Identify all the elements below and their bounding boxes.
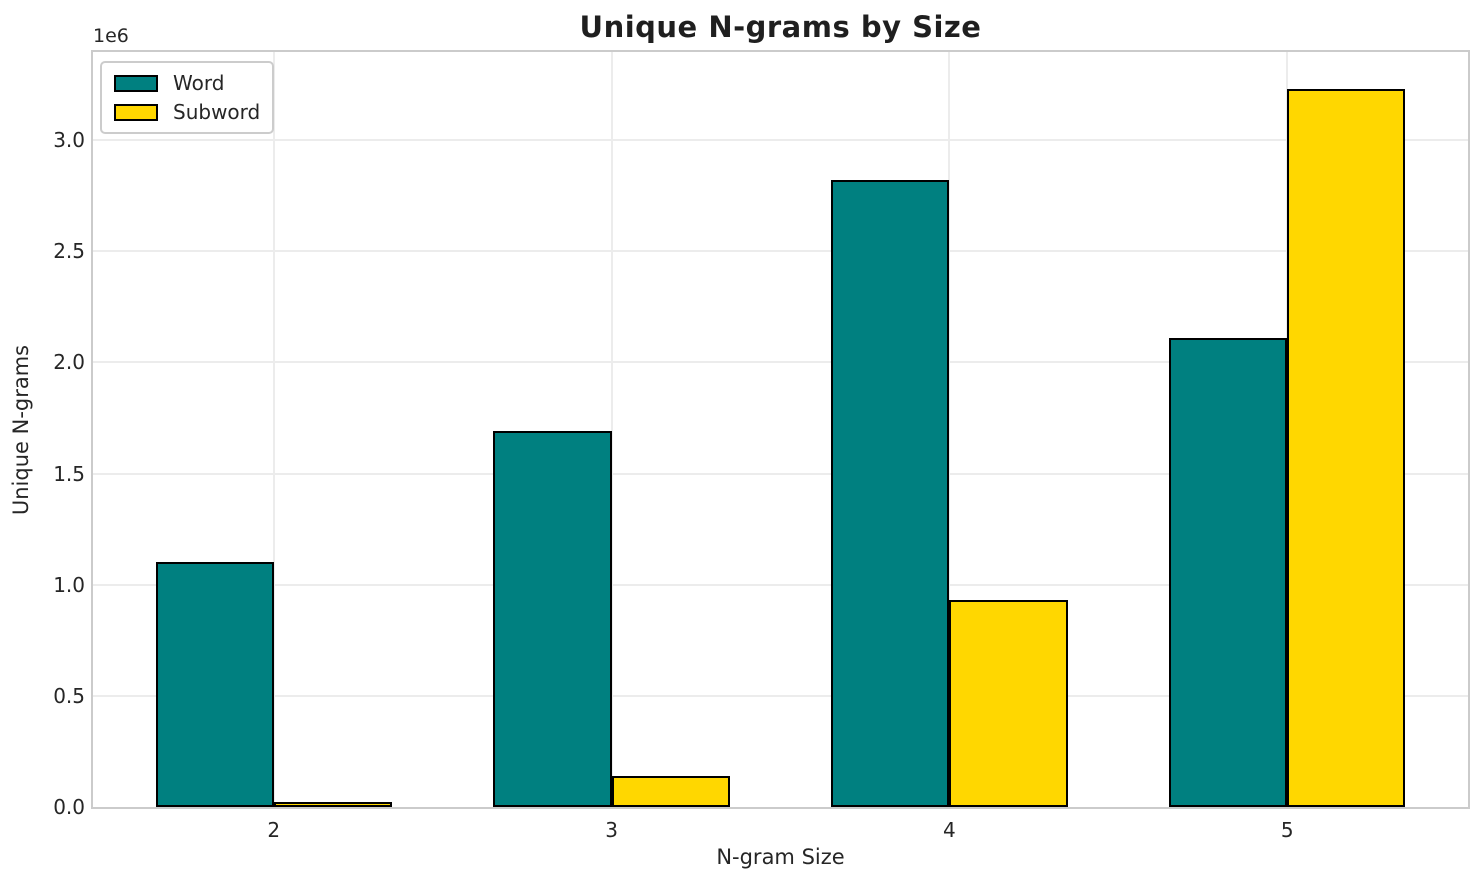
- legend-item-label: Word: [173, 71, 225, 95]
- gridline-vertical: [948, 52, 951, 807]
- legend-item-label: Subword: [173, 100, 261, 124]
- bar-subword-2: [273, 802, 392, 807]
- gridline-horizontal: [93, 583, 1468, 586]
- y-tick-label: 0.5: [53, 683, 85, 708]
- legend-swatch-word: [114, 74, 158, 92]
- gridline-horizontal: [93, 139, 1468, 142]
- y-tick-label: 2.5: [53, 239, 85, 264]
- bar-word-3: [493, 431, 612, 807]
- bar-subword-3: [611, 775, 730, 807]
- bar-word-5: [1169, 337, 1288, 807]
- y-tick-label: 1.0: [53, 572, 85, 597]
- x-tick-label: 3: [605, 818, 618, 842]
- x-axis-label: N-gram Size: [716, 845, 845, 869]
- gridline-vertical: [610, 52, 613, 807]
- y-axis-offset-text: 1e6: [93, 25, 129, 47]
- bar-subword-4: [949, 600, 1068, 807]
- y-tick-label: 0.0: [53, 795, 85, 819]
- bar-subword-5: [1287, 88, 1406, 807]
- legend-swatch-subword: [114, 103, 158, 121]
- gridline-horizontal: [93, 472, 1468, 475]
- legend: Word Subword: [100, 61, 275, 134]
- legend-item-subword: Subword: [114, 100, 260, 124]
- x-tick-label: 4: [943, 818, 956, 842]
- chart-title: Unique N-grams by Size: [579, 10, 982, 44]
- gridline-horizontal: [93, 361, 1468, 364]
- bar-word-4: [831, 180, 950, 807]
- y-tick-label: 1.5: [53, 461, 85, 486]
- gridline-horizontal: [93, 250, 1468, 253]
- y-tick-label: 2.0: [53, 350, 85, 375]
- legend-item-word: Word: [114, 71, 260, 95]
- plot-area: Word Subword: [91, 50, 1470, 809]
- bar-word-2: [155, 562, 274, 807]
- gridline-vertical: [272, 52, 275, 807]
- gridline-horizontal: [93, 694, 1468, 697]
- y-tick-label: 3.0: [53, 128, 85, 153]
- x-tick-label: 5: [1280, 818, 1294, 842]
- x-tick-label: 2: [267, 818, 281, 842]
